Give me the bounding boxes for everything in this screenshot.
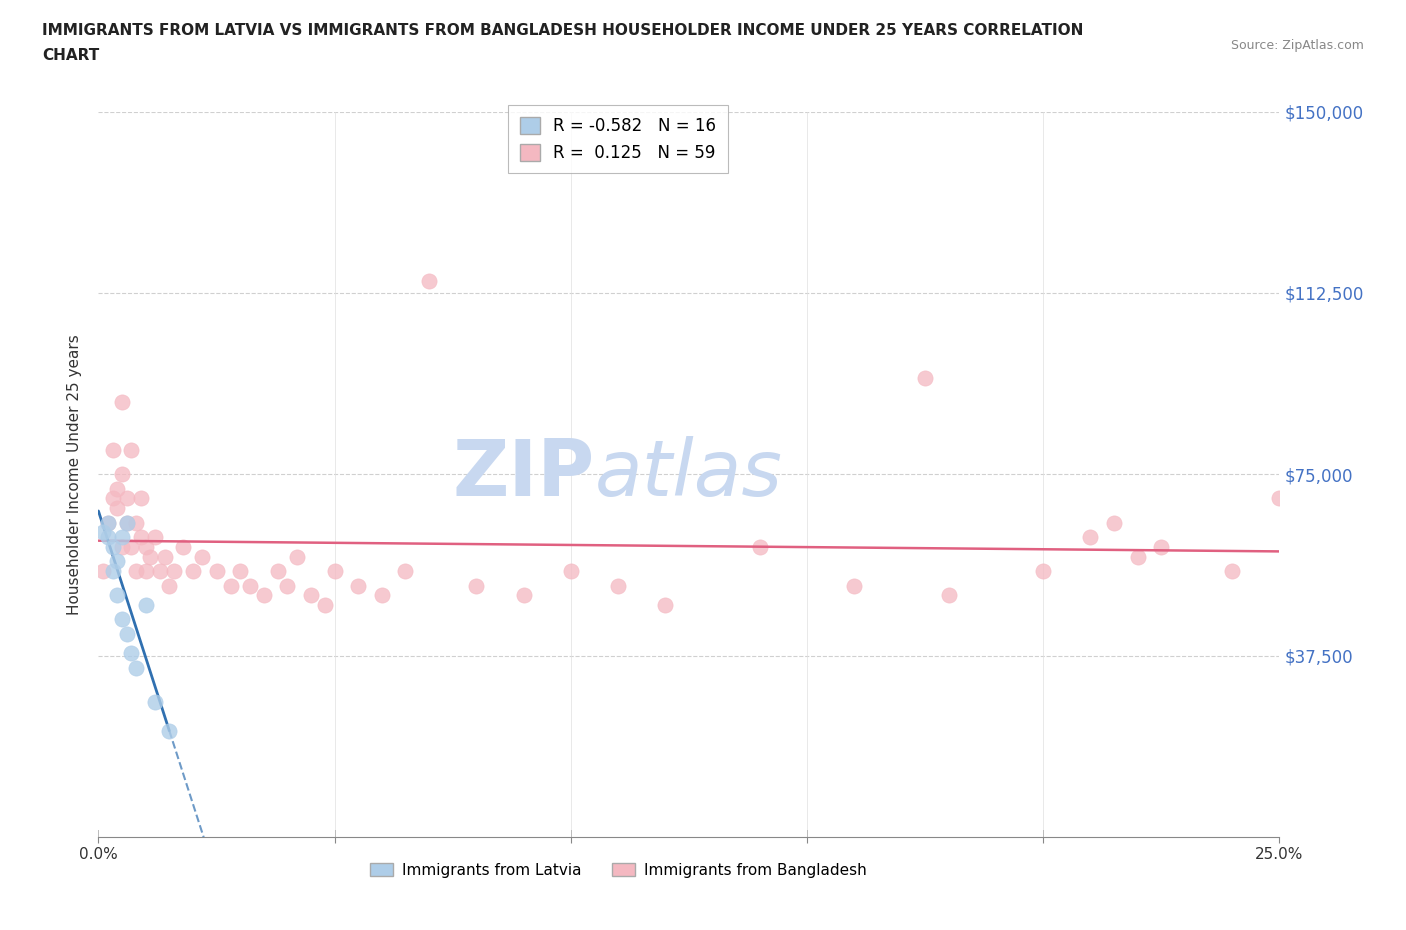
Point [139, 549, 162, 564]
Point [101, 564, 124, 578]
Point [191, 549, 214, 564]
Point [115, 515, 138, 530]
Point [1150, 539, 1173, 554]
Point [143, 694, 166, 709]
Point [135, 564, 157, 578]
Point [219, 578, 242, 593]
Point [105, 500, 128, 515]
Point [1080, 530, 1102, 545]
Point [105, 588, 128, 603]
Point [654, 597, 676, 612]
Point [115, 515, 138, 530]
Point [149, 564, 172, 578]
Point [125, 515, 148, 530]
Point [172, 539, 194, 554]
Text: Source: ZipAtlas.com: Source: ZipAtlas.com [1230, 39, 1364, 52]
Point [560, 564, 582, 578]
Text: IMMIGRANTS FROM LATVIA VS IMMIGRANTS FROM BANGLADESH HOUSEHOLDER INCOME UNDER 25: IMMIGRANTS FROM LATVIA VS IMMIGRANTS FRO… [42, 23, 1084, 38]
Point [153, 549, 176, 564]
Point [314, 597, 336, 612]
Point [97, 515, 120, 530]
Point [111, 467, 134, 482]
Point [285, 549, 308, 564]
Point [111, 612, 134, 627]
Point [157, 578, 180, 593]
Point [135, 597, 157, 612]
Point [121, 539, 143, 554]
Point [115, 627, 138, 642]
Point [135, 539, 157, 554]
Point [371, 588, 394, 603]
Point [1268, 491, 1291, 506]
Point [418, 273, 440, 288]
Point [1126, 549, 1149, 564]
Point [465, 578, 488, 593]
Point [101, 539, 124, 554]
Point [111, 394, 134, 409]
Point [1032, 564, 1054, 578]
Point [394, 564, 416, 578]
Text: ZIP: ZIP [453, 436, 595, 512]
Point [105, 482, 128, 497]
Point [157, 724, 180, 738]
Point [129, 491, 152, 506]
Point [121, 645, 143, 660]
Point [111, 539, 134, 554]
Point [938, 588, 960, 603]
Point [276, 578, 298, 593]
Point [111, 530, 134, 545]
Point [91, 525, 114, 539]
Point [229, 564, 252, 578]
Point [115, 491, 138, 506]
Point [512, 588, 534, 603]
Point [101, 491, 124, 506]
Point [748, 539, 770, 554]
Point [299, 588, 322, 603]
Legend: Immigrants from Latvia, Immigrants from Bangladesh: Immigrants from Latvia, Immigrants from … [364, 857, 873, 884]
Y-axis label: Householder Income Under 25 years: Householder Income Under 25 years [67, 334, 83, 615]
Point [101, 443, 124, 458]
Text: CHART: CHART [42, 48, 100, 63]
Point [121, 443, 143, 458]
Point [129, 530, 152, 545]
Point [205, 564, 228, 578]
Text: atlas: atlas [595, 436, 782, 512]
Point [125, 564, 148, 578]
Point [267, 564, 290, 578]
Point [914, 370, 936, 385]
Point [253, 588, 276, 603]
Point [323, 564, 346, 578]
Point [347, 578, 370, 593]
Point [1220, 564, 1243, 578]
Point [163, 564, 186, 578]
Point [97, 530, 120, 545]
Point [181, 564, 204, 578]
Point [1102, 515, 1125, 530]
Point [607, 578, 630, 593]
Point [143, 530, 166, 545]
Point [105, 554, 128, 569]
Point [844, 578, 866, 593]
Point [125, 660, 148, 675]
Point [97, 515, 120, 530]
Point [239, 578, 262, 593]
Point [91, 564, 114, 578]
